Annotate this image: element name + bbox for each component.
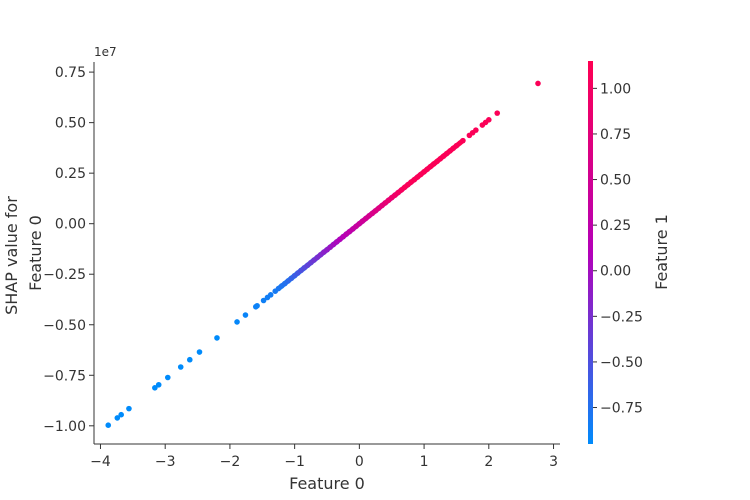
colorbar-tick-label: 0.75 xyxy=(600,127,631,143)
data-point xyxy=(155,381,162,388)
x-tick-label: 3 xyxy=(549,454,558,470)
data-point xyxy=(164,374,171,381)
data-point xyxy=(486,117,492,123)
data-point xyxy=(105,422,112,429)
x-axis-label: Feature 0 xyxy=(289,474,365,493)
y-axis-label-line-2: Feature 0 xyxy=(26,215,45,291)
data-point xyxy=(535,80,541,87)
data-point xyxy=(460,137,466,144)
data-point xyxy=(242,312,249,318)
x-tick-label: 1 xyxy=(420,454,429,470)
y-axis-label: SHAP value for Feature 0 xyxy=(2,191,45,315)
x-tick-label: −4 xyxy=(90,454,111,470)
data-point xyxy=(494,110,501,116)
data-point xyxy=(473,127,479,133)
data-point xyxy=(186,356,193,363)
points-layer xyxy=(105,80,541,429)
data-point xyxy=(453,142,460,149)
data-point xyxy=(254,302,260,309)
data-point xyxy=(214,335,220,341)
y-tick-label: −0.50 xyxy=(43,318,86,334)
colorbar xyxy=(588,61,593,444)
x-axis-ticks: −4 −3 −2 −1 0 1 2 3 xyxy=(90,444,558,470)
colorbar-tick-label: 0.00 xyxy=(600,264,631,280)
colorbar-tick-label: 0.25 xyxy=(600,218,631,234)
data-point xyxy=(126,405,132,412)
colorbar-tick-label: −0.75 xyxy=(600,401,643,417)
y-tick-label: 0.25 xyxy=(55,166,86,182)
y-tick-label: 0.00 xyxy=(55,217,86,233)
x-tick-label: 2 xyxy=(484,454,493,470)
y-tick-label: −1.00 xyxy=(43,419,86,435)
y-tick-label: −0.75 xyxy=(43,368,86,384)
colorbar-ticks: 1.00 0.75 0.50 0.25 0.00 −0.25 −0.50 −0.75 xyxy=(593,81,643,417)
x-tick-label: −2 xyxy=(220,454,241,470)
data-point xyxy=(118,411,124,418)
y-tick-label: 0.75 xyxy=(55,65,86,81)
data-point xyxy=(114,415,121,421)
data-point xyxy=(260,297,267,304)
colorbar-tick-label: −0.50 xyxy=(600,355,643,371)
data-point xyxy=(196,349,203,355)
data-point xyxy=(234,319,240,325)
x-tick-label: −1 xyxy=(284,454,305,470)
y-axis-label-line-1: SHAP value for xyxy=(2,196,21,315)
y-offset-label: 1e7 xyxy=(94,45,117,59)
colorbar-tick-label: −0.25 xyxy=(600,309,643,325)
colorbar-tick-label: 0.50 xyxy=(600,173,631,189)
y-tick-label: −0.25 xyxy=(43,267,86,283)
data-point xyxy=(267,292,274,298)
colorbar-tick-label: 1.00 xyxy=(600,81,631,97)
y-tick-label: 0.50 xyxy=(55,116,86,132)
x-tick-label: −3 xyxy=(155,454,176,470)
x-tick-label: 0 xyxy=(355,454,364,470)
data-point xyxy=(152,385,158,391)
colorbar-label: Feature 1 xyxy=(652,214,671,290)
y-axis-ticks: −1.00 −0.75 −0.50 −0.25 0.00 0.25 0.50 0.75 xyxy=(43,65,94,435)
data-point xyxy=(177,364,184,370)
